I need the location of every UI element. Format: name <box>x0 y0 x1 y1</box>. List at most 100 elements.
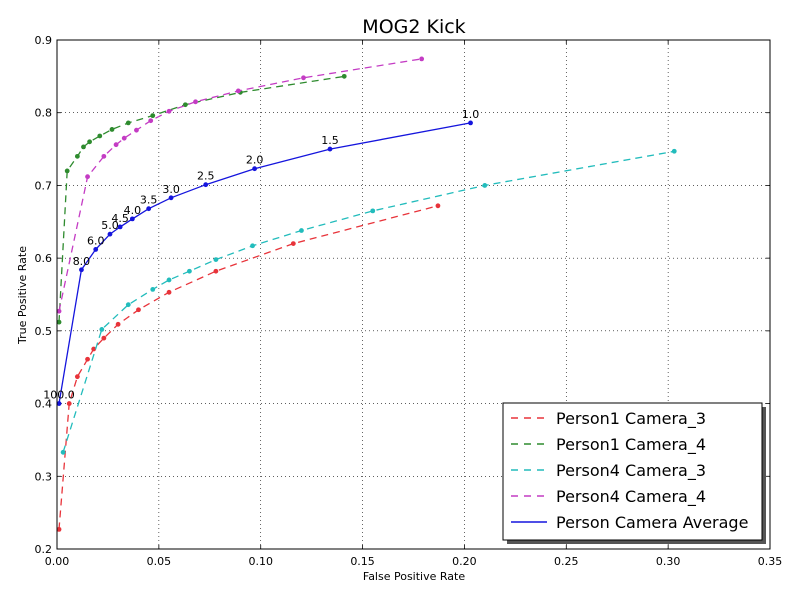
legend-entry: Person4 Camera_3 <box>556 461 706 481</box>
y-tick-label: 0.3 <box>35 470 53 483</box>
data-point <box>74 374 80 380</box>
data-label: 5.0 <box>101 219 119 232</box>
legend-entry: Person4 Camera_4 <box>556 487 706 507</box>
series-2 <box>60 148 677 455</box>
data-point <box>113 142 119 148</box>
data-label: 4.5 <box>111 212 129 225</box>
data-point <box>187 268 192 274</box>
data-point <box>60 449 66 455</box>
y-axis-label: True Positive Rate <box>16 246 29 345</box>
data-point <box>341 73 347 79</box>
legend: Person1 Camera_3 Person1 Camera_4 Person4 … <box>502 402 766 544</box>
data-point <box>193 99 198 105</box>
data-point <box>129 216 135 222</box>
series-line <box>58 205 439 530</box>
x-axis-label: False Positive Rate <box>363 570 465 583</box>
data-point <box>419 56 425 62</box>
data-point <box>81 144 86 150</box>
y-tick-label: 0.5 <box>35 325 53 338</box>
data-label: 2.5 <box>197 170 215 183</box>
data-point <box>203 182 209 188</box>
data-point <box>91 346 97 352</box>
data-point <box>125 302 131 308</box>
series-line <box>58 58 422 312</box>
series-3 <box>56 56 425 314</box>
data-point <box>93 247 99 252</box>
data-point <box>56 401 62 406</box>
data-point <box>168 195 174 201</box>
data-point <box>56 526 62 532</box>
x-tick-label: 0.00 <box>45 555 70 568</box>
data-point <box>85 356 90 362</box>
legend-box <box>502 402 763 541</box>
y-tick-label: 0.2 <box>35 543 53 556</box>
legend-entry: Person1 Camera_4 <box>556 435 706 455</box>
legend-entry: Person1 Camera_3 <box>556 409 706 429</box>
y-tick-label: 0.8 <box>35 107 53 120</box>
data-point <box>301 75 306 81</box>
data-label: 1.0 <box>462 108 480 121</box>
x-tick-label: 0.35 <box>758 555 783 568</box>
data-point <box>107 231 113 237</box>
data-point <box>435 203 441 209</box>
data-point <box>64 168 70 174</box>
x-tick-label: 0.30 <box>656 555 681 568</box>
data-point <box>117 224 123 230</box>
y-tick-label: 0.7 <box>35 179 53 192</box>
y-tick-label: 0.4 <box>35 398 53 411</box>
data-point <box>121 135 127 141</box>
data-point <box>482 183 488 188</box>
chart-title: MOG2 Kick <box>362 16 465 38</box>
data-point <box>327 146 333 152</box>
data-point <box>166 277 172 283</box>
plot-frame <box>56 39 771 550</box>
series-line <box>62 150 675 453</box>
data-label: 3.5 <box>140 194 158 207</box>
data-point <box>235 88 241 94</box>
data-point <box>299 228 304 233</box>
data-point <box>146 206 152 212</box>
data-point <box>150 287 156 292</box>
series-0 <box>56 203 441 532</box>
data-point <box>213 257 219 262</box>
data-point <box>150 113 156 119</box>
data-point <box>166 289 172 295</box>
data-point <box>250 243 255 249</box>
x-tick-label: 0.25 <box>554 555 579 568</box>
y-tick-label: 0.6 <box>35 252 53 265</box>
data-point <box>370 208 376 214</box>
data-point <box>66 401 72 406</box>
data-point <box>213 268 219 274</box>
data-point <box>87 139 92 145</box>
data-point <box>136 307 141 313</box>
data-point <box>148 118 154 124</box>
data-label: 8.0 <box>73 255 91 268</box>
x-tick-label: 0.20 <box>452 555 477 568</box>
x-tick-label: 0.10 <box>248 555 273 568</box>
data-point <box>115 321 121 327</box>
data-point <box>166 108 172 114</box>
data-point <box>109 127 115 132</box>
data-point <box>101 153 107 159</box>
data-label: 6.0 <box>87 234 105 247</box>
data-label: 2.0 <box>246 154 264 167</box>
data-point <box>99 327 105 332</box>
data-point <box>671 148 677 154</box>
data-point <box>134 127 139 133</box>
data-label: 3.0 <box>162 183 180 196</box>
data-point <box>252 166 258 172</box>
data-point <box>56 319 62 325</box>
data-point <box>125 120 131 126</box>
data-label: 1.5 <box>321 134 339 147</box>
legend-entry: Person Camera Average <box>556 513 748 532</box>
data-point <box>101 335 107 341</box>
x-tick-label: 0.05 <box>147 555 172 568</box>
data-point <box>182 102 188 108</box>
series-line <box>58 122 471 404</box>
series-4: 100.0 8.0 6.0 5.04.54.03.5 3.0 2.5 2.0 1.5 1.0 <box>43 108 479 406</box>
x-tick-label: 0.15 <box>350 555 375 568</box>
data-point <box>74 153 80 159</box>
data-point <box>97 133 103 139</box>
data-point <box>56 308 62 314</box>
